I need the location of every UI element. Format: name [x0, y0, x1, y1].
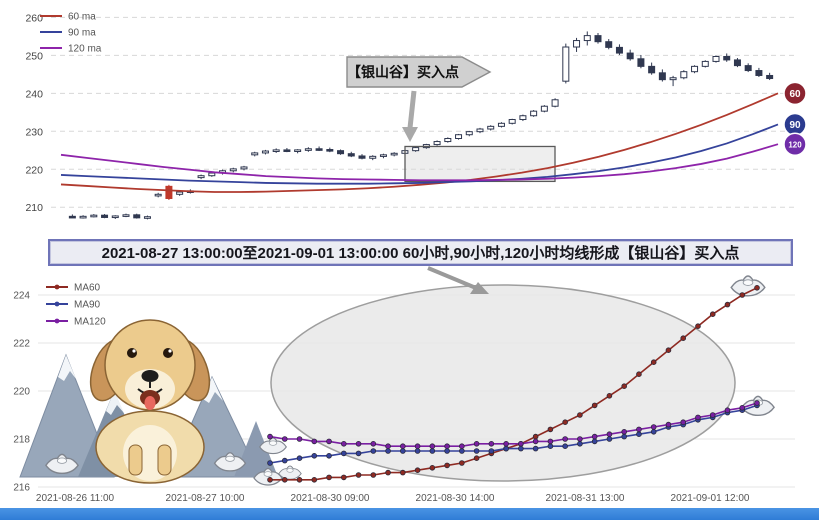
svg-text:MA90: MA90 [74, 300, 101, 311]
svg-text:2021-08-31 13:00: 2021-08-31 13:00 [546, 493, 625, 504]
svg-text:220: 220 [25, 164, 43, 176]
bottom-chart-axis-labels: 216 218 220 222 224 2021-08-26 11:00 2021-08-2… [13, 291, 750, 505]
pattern-title: 2021-08-27 13:00:00至2021-09-01 13:00:00 … [48, 239, 793, 266]
crossover-highlight-ellipse [270, 284, 736, 482]
svg-text:210: 210 [25, 202, 43, 214]
svg-text:224: 224 [13, 291, 30, 302]
taskbar [0, 508, 819, 520]
hourly-candlestick-chart: 210 220 230 240 250 260 60 90 120 60 ma 90 ma 120… [25, 12, 807, 220]
svg-text:230: 230 [25, 126, 43, 138]
svg-text:MA120: MA120 [74, 317, 106, 328]
svg-text:250: 250 [25, 50, 43, 62]
arrow-down-icon [402, 127, 418, 142]
svg-text:60: 60 [789, 89, 801, 100]
svg-text:2021-08-27 10:00: 2021-08-27 10:00 [166, 493, 245, 504]
dog-illustration [89, 319, 211, 484]
svg-text:260: 260 [25, 12, 43, 24]
svg-text:60 ma: 60 ma [68, 12, 96, 23]
top-chart-grid: 210 220 230 240 250 260 [25, 12, 796, 214]
arrow-shaft [407, 90, 417, 129]
svg-text:2021-08-26 11:00: 2021-08-26 11:00 [36, 493, 115, 504]
svg-text:220: 220 [13, 387, 30, 398]
buy-point-annotation: 【银山谷】买入点 [346, 56, 492, 142]
svg-text:90 ma: 90 ma [68, 28, 96, 39]
svg-text:2021-09-01 12:00: 2021-09-01 12:00 [671, 493, 750, 504]
bottom-ma-lines [267, 284, 760, 483]
svg-text:120: 120 [788, 141, 802, 150]
svg-text:2021-08-30 14:00: 2021-08-30 14:00 [416, 493, 495, 504]
callout-box [346, 56, 492, 88]
svg-text:90: 90 [789, 120, 801, 131]
svg-text:240: 240 [25, 88, 43, 100]
top-ma-lines [60, 92, 779, 193]
candlesticks [68, 31, 774, 220]
svg-text:218: 218 [13, 435, 30, 446]
svg-text:222: 222 [13, 339, 30, 350]
top-chart-legend: 60 ma 90 ma 120 ma [40, 12, 102, 55]
bottom-chart-legend: MA60 MA90 MA120 [46, 283, 106, 328]
ma-detail-chart: 216 218 220 222 224 2021-08-26 11:00 2021-08-2… [13, 266, 795, 505]
buy-point-annotation-label: 【银山谷】买入点 [347, 64, 459, 80]
title-arrow-icon [427, 266, 489, 294]
ma-period-badges: 60 90 120 [783, 81, 807, 156]
svg-text:MA60: MA60 [74, 283, 101, 294]
svg-text:2021-08-30 09:00: 2021-08-30 09:00 [291, 493, 370, 504]
svg-text:216: 216 [13, 483, 30, 494]
svg-text:120 ma: 120 ma [68, 44, 102, 55]
